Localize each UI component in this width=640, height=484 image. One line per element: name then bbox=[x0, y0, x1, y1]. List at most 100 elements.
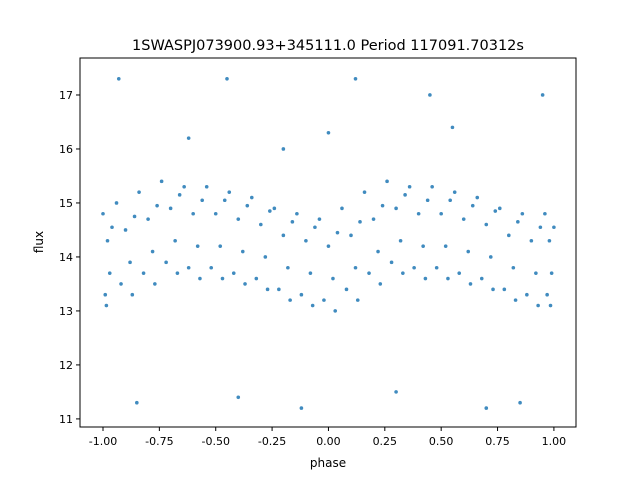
data-point bbox=[543, 211, 547, 216]
data-point bbox=[222, 198, 227, 203]
data-point bbox=[110, 225, 114, 230]
data-point bbox=[128, 260, 132, 265]
data-point bbox=[119, 282, 123, 286]
data-point bbox=[281, 147, 286, 151]
data-point bbox=[534, 271, 538, 275]
data-point bbox=[378, 282, 383, 286]
data-point bbox=[457, 271, 462, 275]
data-point bbox=[403, 193, 407, 197]
data-point bbox=[434, 265, 439, 270]
data-point bbox=[520, 211, 525, 216]
y-axis-label: flux bbox=[32, 231, 46, 253]
data-point bbox=[448, 198, 452, 203]
data-point bbox=[132, 214, 137, 219]
data-point bbox=[394, 390, 398, 394]
data-point bbox=[412, 265, 416, 270]
data-point bbox=[159, 179, 164, 184]
data-point bbox=[425, 198, 430, 203]
data-point bbox=[288, 298, 292, 302]
data-point bbox=[227, 190, 232, 194]
data-point bbox=[340, 206, 344, 211]
y-tick-label: 12 bbox=[59, 359, 73, 372]
data-point bbox=[236, 395, 241, 400]
data-point bbox=[547, 238, 552, 243]
x-tick-label: 0.50 bbox=[429, 435, 454, 448]
data-point bbox=[358, 220, 362, 224]
data-point bbox=[549, 271, 554, 275]
x-tick-label: 0.75 bbox=[485, 435, 510, 448]
data-point bbox=[281, 233, 286, 238]
data-point bbox=[263, 255, 268, 259]
data-point bbox=[516, 220, 520, 224]
x-tick-label: 1.00 bbox=[542, 435, 567, 448]
x-tick-label: -0.25 bbox=[258, 435, 286, 448]
data-point bbox=[155, 203, 159, 208]
data-point bbox=[130, 292, 135, 297]
data-point bbox=[468, 282, 473, 286]
x-tick-label: 0.25 bbox=[373, 435, 398, 448]
chart-title: 1SWASPJ073900.93+345111.0 Period 117091.… bbox=[132, 38, 524, 54]
y-tick-label: 13 bbox=[59, 305, 73, 318]
data-point bbox=[376, 249, 380, 254]
data-point bbox=[243, 282, 247, 286]
data-point bbox=[421, 244, 425, 248]
data-point bbox=[407, 184, 412, 189]
data-point bbox=[218, 244, 223, 248]
data-point bbox=[491, 287, 495, 292]
data-point bbox=[335, 230, 340, 235]
data-point bbox=[295, 211, 299, 216]
data-point bbox=[545, 292, 549, 297]
data-point bbox=[141, 271, 146, 275]
data-point bbox=[362, 190, 367, 194]
data-point bbox=[389, 260, 394, 265]
data-point bbox=[466, 249, 471, 254]
data-point bbox=[353, 76, 358, 81]
data-point bbox=[367, 271, 371, 275]
data-point bbox=[548, 303, 553, 308]
data-point bbox=[331, 276, 335, 281]
data-point bbox=[225, 76, 229, 81]
data-point bbox=[290, 220, 295, 224]
data-point bbox=[497, 206, 502, 211]
data-point bbox=[146, 217, 150, 221]
data-point bbox=[513, 298, 518, 302]
data-point bbox=[277, 287, 281, 292]
x-tick-label: -1.00 bbox=[89, 435, 117, 448]
data-point bbox=[308, 271, 313, 275]
data-point bbox=[137, 190, 141, 194]
data-point bbox=[416, 211, 421, 216]
data-point bbox=[173, 238, 177, 243]
data-point bbox=[540, 93, 545, 97]
data-point bbox=[265, 287, 270, 292]
data-point bbox=[304, 238, 308, 243]
data-point bbox=[488, 255, 493, 259]
data-point bbox=[259, 222, 263, 227]
x-axis-ticks: -1.00 -0.75 -0.50 -0.25 0.00 0.25 0.50 0.75 1.00 bbox=[89, 427, 566, 448]
data-point bbox=[177, 193, 182, 197]
data-point bbox=[200, 198, 204, 203]
x-tick-label: 0.00 bbox=[316, 435, 341, 448]
data-point bbox=[310, 303, 315, 308]
data-point bbox=[428, 93, 432, 97]
data-point bbox=[529, 238, 534, 243]
data-point bbox=[518, 400, 522, 405]
data-point bbox=[104, 303, 109, 308]
y-tick-label: 16 bbox=[59, 143, 73, 156]
data-point bbox=[401, 271, 405, 275]
data-point bbox=[286, 265, 290, 270]
data-point bbox=[479, 276, 484, 281]
data-point bbox=[213, 211, 218, 216]
data-point bbox=[349, 233, 353, 238]
data-point bbox=[322, 298, 326, 302]
data-point bbox=[231, 271, 236, 275]
data-point bbox=[107, 271, 112, 275]
data-point bbox=[249, 195, 254, 200]
y-tick-label: 15 bbox=[59, 197, 73, 210]
data-point bbox=[299, 292, 304, 297]
data-point bbox=[450, 125, 455, 130]
data-point bbox=[186, 265, 191, 270]
y-tick-label: 11 bbox=[59, 413, 73, 426]
data-point bbox=[355, 298, 360, 302]
data-point bbox=[423, 276, 428, 281]
data-point bbox=[317, 217, 322, 221]
